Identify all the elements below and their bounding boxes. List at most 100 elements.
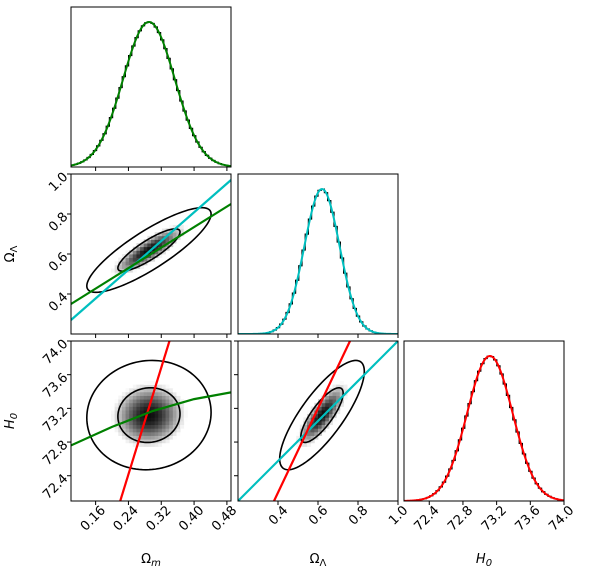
density-cell <box>129 254 134 259</box>
density-cell <box>125 250 130 255</box>
density-cell <box>125 399 130 404</box>
density-cell <box>121 406 126 411</box>
density-cell <box>180 402 185 407</box>
density-cell <box>172 421 177 426</box>
density-cell <box>296 431 301 436</box>
density-cell <box>296 442 301 447</box>
density-cell <box>325 395 330 400</box>
fit-line-om_h0-1 <box>71 391 231 447</box>
density-cell <box>336 391 341 396</box>
density-cell <box>125 424 130 429</box>
density-cell <box>321 417 326 422</box>
density-cell <box>158 413 163 418</box>
panel-frame-0-0 <box>70 6 232 168</box>
density-cell <box>151 431 156 436</box>
density-cell <box>154 410 159 415</box>
density-cell <box>154 421 159 426</box>
density-cell <box>121 417 126 422</box>
density-cell <box>154 435 159 440</box>
density-cell <box>151 435 156 440</box>
density-cell <box>318 413 323 418</box>
density-cell <box>136 250 141 255</box>
density-cell <box>318 410 323 415</box>
x-tick-label-om: 0.32 <box>143 503 174 534</box>
density-cell <box>328 399 333 404</box>
density-cell <box>143 424 148 429</box>
density-cell <box>132 388 137 393</box>
density-cell <box>332 388 337 393</box>
density-cell <box>176 413 181 418</box>
density-cell <box>158 435 163 440</box>
y-axis-label-ol: ΩΛ <box>3 245 20 262</box>
density-cell <box>143 381 148 386</box>
density-cell <box>307 410 312 415</box>
density-cell <box>136 395 141 400</box>
density-cell <box>161 384 166 389</box>
density-cell <box>132 410 137 415</box>
contour-1sigma-om_ol <box>117 228 181 272</box>
density-cell <box>165 388 170 393</box>
density-cell <box>114 410 119 415</box>
density-cell <box>147 413 152 418</box>
density-cell <box>125 439 130 444</box>
density-cell <box>165 239 170 244</box>
density-cell <box>169 424 174 429</box>
x-tick-label-h0: 72.4 <box>411 503 442 534</box>
density-cell <box>114 399 119 404</box>
density-cell <box>332 399 337 404</box>
density-cell <box>132 406 137 411</box>
density-cell <box>165 424 170 429</box>
density-cell <box>158 235 163 240</box>
density-cell <box>111 410 116 415</box>
density-cell <box>140 384 145 389</box>
fit-line-ol_h0-0 <box>238 341 398 501</box>
density-cell <box>161 250 166 255</box>
density-cell <box>339 381 344 386</box>
density-cell <box>172 424 177 429</box>
density-cell <box>183 406 188 411</box>
fit-line-om_ol-1 <box>71 203 231 305</box>
density-cell <box>147 424 152 429</box>
density-cell <box>129 424 134 429</box>
density-cell <box>314 428 319 433</box>
density-cell <box>151 417 156 422</box>
density-cell <box>125 395 130 400</box>
density-cell <box>176 391 181 396</box>
density-cell <box>151 254 156 259</box>
density-cell <box>125 421 130 426</box>
density-cell <box>169 232 174 237</box>
fit-curve-om <box>71 21 231 167</box>
x-tick-label-h0: 74.0 <box>546 503 577 534</box>
density-cell <box>114 421 119 426</box>
density-cell <box>129 421 134 426</box>
density-cell <box>165 421 170 426</box>
density-cell <box>154 239 159 244</box>
density-cell <box>118 431 123 436</box>
density-cell <box>172 391 177 396</box>
density-cell <box>140 254 145 259</box>
density-cell <box>339 402 344 407</box>
density-cell <box>111 406 116 411</box>
density-cell <box>132 428 137 433</box>
density-cell <box>132 417 137 422</box>
density-cell <box>121 254 126 259</box>
density-cell <box>321 399 326 404</box>
density-cell <box>165 395 170 400</box>
density-cell <box>161 395 166 400</box>
density-cell <box>136 431 141 436</box>
density-cell <box>314 424 319 429</box>
density-cell <box>336 388 341 393</box>
density-cell <box>114 402 119 407</box>
density-cell <box>303 424 308 429</box>
density-cell <box>169 388 174 393</box>
density-cell <box>147 246 152 251</box>
density-cell <box>151 442 156 447</box>
density-cell <box>158 254 163 259</box>
density-cell <box>132 413 137 418</box>
density-cell <box>176 239 181 244</box>
density-cell <box>165 417 170 422</box>
density-cell <box>140 406 145 411</box>
density-cell <box>161 402 166 407</box>
density-cell <box>140 435 145 440</box>
y-tick-label-h0: 74.0 <box>40 337 71 368</box>
